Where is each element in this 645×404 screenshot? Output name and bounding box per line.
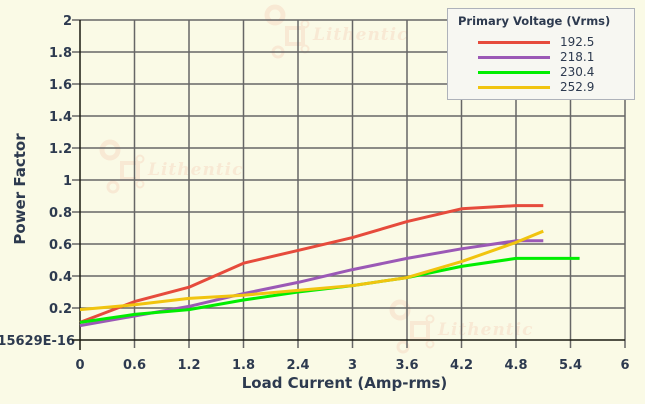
- svg-text:Lithentic: Lithentic: [312, 25, 408, 45]
- y-tick-label: 2: [63, 14, 72, 29]
- legend-label: 252.9: [560, 80, 595, 94]
- legend-label: 218.1: [560, 50, 595, 64]
- legend: Primary Voltage (Vrms) 192.5 218.1 230.4…: [447, 8, 635, 100]
- x-tick-label: 4.2: [450, 358, 473, 373]
- x-tick-label: 3.6: [395, 358, 418, 373]
- x-tick-label: 0: [75, 358, 84, 373]
- x-tick-label: 3: [348, 358, 357, 373]
- series-line-192-5: [79, 204, 544, 324]
- x-tick-label: 4.8: [504, 358, 527, 373]
- watermark-logo: Lithentic: [99, 139, 243, 194]
- x-axis-title: Load Current (Amp-rms): [242, 374, 448, 392]
- watermark-logo: Lithentic: [264, 4, 408, 59]
- legend-label: 230.4: [560, 65, 595, 79]
- y-tick-label: 15629E-16: [0, 334, 75, 349]
- y-axis-title: Power Factor: [11, 133, 29, 245]
- y-tick-label: 1.4: [49, 110, 72, 125]
- x-tick-label: 1.8: [232, 358, 255, 373]
- legend-title: Primary Voltage (Vrms): [458, 14, 611, 28]
- legend-item-192-5[interactable]: 192.5: [478, 35, 628, 50]
- y-tick-label: 0.6: [49, 238, 72, 253]
- legend-item-252-9[interactable]: 252.9: [478, 80, 628, 95]
- series-line-230-4: [79, 256, 580, 324]
- y-tick-label: 1: [63, 174, 72, 189]
- y-tick-label: 0.4: [49, 270, 72, 285]
- svg-text:Lithentic: Lithentic: [437, 320, 533, 340]
- y-tick-label: 1.6: [49, 78, 72, 93]
- legend-item-230-4[interactable]: 230.4: [478, 65, 628, 80]
- y-tick-label: 0.8: [49, 206, 72, 221]
- x-tick-label: 5.4: [559, 358, 582, 373]
- legend-swatch: [478, 41, 550, 44]
- svg-text:Lithentic: Lithentic: [147, 160, 243, 180]
- legend-label: 192.5: [560, 35, 595, 49]
- y-tick-label: 1.2: [49, 142, 72, 157]
- legend-item-218-1[interactable]: 218.1: [478, 50, 628, 65]
- x-tick-label: 0.6: [123, 358, 146, 373]
- x-tick-label: 6: [620, 358, 629, 373]
- watermark-logo: Lithentic: [389, 299, 533, 354]
- legend-swatch: [478, 71, 550, 74]
- series-line-252-9: [79, 229, 544, 312]
- x-tick-label: 1.2: [177, 358, 200, 373]
- y-tick-label: 1.8: [49, 46, 72, 61]
- legend-swatch: [478, 56, 550, 59]
- legend-swatch: [478, 86, 550, 89]
- x-tick-label: 2.4: [286, 358, 309, 373]
- y-tick-label: 0.2: [49, 302, 72, 317]
